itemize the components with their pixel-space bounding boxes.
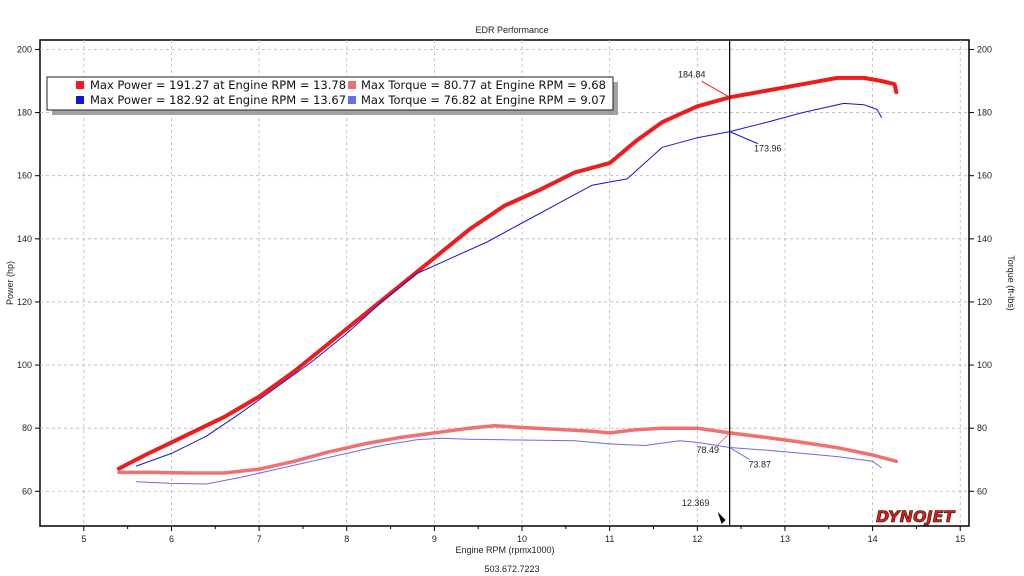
y-right-tick-label: 140 [977, 234, 992, 244]
series-line-3 [135, 437, 882, 485]
y-right-tick-label: 180 [977, 108, 992, 118]
y-left-tick-label: 180 [17, 108, 32, 118]
y-left-tick-label: 60 [22, 486, 32, 496]
annotation-arrow [701, 80, 730, 98]
y-left-tick-label: 120 [17, 297, 32, 307]
x-tick-label: 7 [257, 534, 262, 544]
x-tick-label: 10 [517, 534, 527, 544]
y-left-tick-label: 200 [17, 44, 32, 54]
cursor-arrow-icon [717, 512, 726, 524]
legend-swatch [76, 81, 84, 89]
x-tick-label: 6 [169, 534, 174, 544]
series-group [116, 75, 899, 485]
x-tick-label: 14 [868, 534, 878, 544]
x-tick-label: 13 [780, 534, 790, 544]
cursor-rpm-label: 12.369 [682, 498, 710, 508]
series-line-0 [116, 75, 899, 471]
annotation-arrow [729, 131, 758, 145]
y-left-tick-label: 100 [17, 360, 32, 370]
y-right-tick-label: 200 [977, 44, 992, 54]
y-right-tick-label: 160 [977, 171, 992, 181]
footer-phone: 503.672.7223 [484, 564, 539, 574]
svg-text:DYNOJET: DYNOJET [876, 507, 956, 526]
series-line-1 [117, 423, 899, 475]
legend-entry-power-2: Max Power = 182.92 at Engine RPM = 13.67 [90, 93, 346, 107]
x-tick-label: 15 [955, 534, 965, 544]
legend-entry-power-1: Max Power = 191.27 at Engine RPM = 13.78 [90, 78, 346, 92]
x-tick-label: 5 [81, 534, 86, 544]
legend-entry-torque-1: Max Torque = 80.77 at Engine RPM = 9.68 [361, 78, 606, 92]
x-tick-label: 8 [344, 534, 349, 544]
chart-title: EDR Performance [475, 25, 548, 35]
x-tick-label: 9 [432, 534, 437, 544]
grid [40, 40, 969, 526]
annotation-arrow [729, 447, 750, 460]
annotation-label: 73.87 [748, 460, 771, 470]
y-right-tick-label: 60 [977, 486, 987, 496]
right-y-axis: 60 80 100 120 140 160 180 200 [969, 44, 992, 496]
x-axis-title: Engine RPM (rpmx1000) [455, 545, 554, 555]
legend-box [46, 76, 614, 111]
y-left-tick-label: 140 [17, 234, 32, 244]
legend-swatch [348, 81, 356, 89]
annotation-arrow [717, 432, 731, 446]
right-axis-title: Torque (ft-lbs) [1006, 255, 1016, 311]
y-left-tick-label: 80 [22, 423, 32, 433]
left-axis-title: Power (hp) [5, 261, 15, 305]
legend-swatch [76, 96, 84, 104]
annotation-label: 184.84 [678, 69, 706, 79]
dynojet-logo: DYNOJET [876, 507, 956, 527]
left-y-axis: 60 80 100 120 140 160 180 200 [17, 44, 40, 496]
legend: Max Power = 191.27 at Engine RPM = 13.78… [46, 76, 618, 115]
annotation-label: 173.96 [754, 144, 782, 154]
x-axis: 5 6 7 8 9 10 11 12 13 14 15 [81, 526, 965, 544]
series-line-2 [135, 102, 882, 467]
y-right-tick-label: 100 [977, 360, 992, 370]
legend-entry-torque-2: Max Torque = 76.82 at Engine RPM = 9.07 [361, 93, 606, 107]
x-tick-label: 12 [692, 534, 702, 544]
y-right-tick-label: 80 [977, 423, 987, 433]
annotations: 184.84 173.96 78.49 73.87 [678, 69, 782, 469]
y-right-tick-label: 120 [977, 297, 992, 307]
y-left-tick-label: 160 [17, 171, 32, 181]
annotation-label: 78.49 [696, 445, 719, 455]
legend-swatch [348, 96, 356, 104]
x-tick-label: 11 [605, 534, 614, 544]
